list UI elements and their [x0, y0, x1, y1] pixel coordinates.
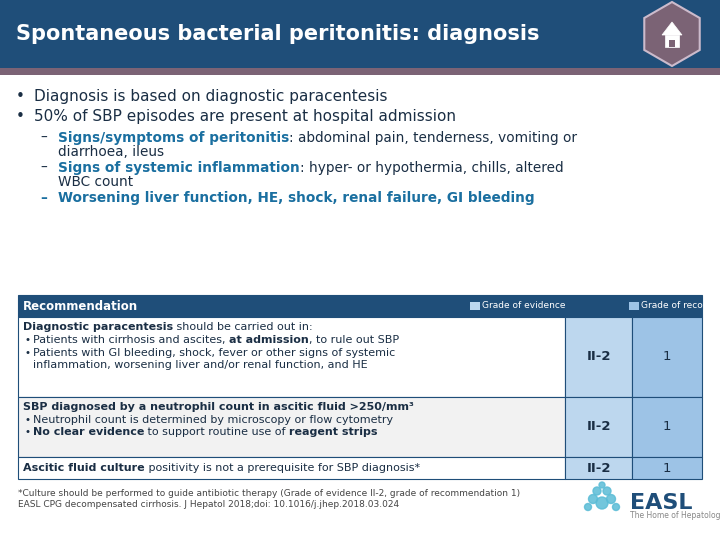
Text: •: •: [25, 415, 31, 425]
Text: •: •: [16, 109, 25, 124]
Circle shape: [603, 487, 611, 495]
Text: Spontaneous bacterial peritonitis: diagnosis: Spontaneous bacterial peritonitis: diagn…: [16, 24, 539, 44]
Text: Patients with GI bleeding, shock, fever or other signs of systemic: Patients with GI bleeding, shock, fever …: [33, 348, 395, 358]
Text: Grade of evidence: Grade of evidence: [482, 301, 565, 310]
Text: II-2: II-2: [586, 421, 611, 434]
Text: EASL: EASL: [630, 493, 693, 513]
Text: 1: 1: [662, 462, 671, 475]
Circle shape: [606, 495, 616, 503]
Text: •: •: [25, 348, 31, 358]
Text: Signs/symptoms of peritonitis: Signs/symptoms of peritonitis: [58, 131, 289, 145]
FancyBboxPatch shape: [629, 302, 639, 310]
Text: at admission: at admission: [229, 335, 309, 345]
Text: reagent strips: reagent strips: [289, 427, 378, 437]
FancyBboxPatch shape: [18, 457, 565, 479]
Text: –: –: [40, 131, 47, 145]
Text: II-2: II-2: [586, 462, 611, 475]
Text: , to rule out SBP: , to rule out SBP: [309, 335, 399, 345]
Text: •: •: [25, 335, 31, 345]
Text: *Culture should be performed to guide antibiotic therapy (Grade of evidence II-2: *Culture should be performed to guide an…: [18, 489, 520, 498]
Text: Patients with cirrhosis and ascites,: Patients with cirrhosis and ascites,: [33, 335, 229, 345]
Text: •: •: [16, 89, 25, 104]
Text: II-2: II-2: [586, 350, 611, 363]
FancyBboxPatch shape: [18, 295, 702, 317]
Text: to support routine use of: to support routine use of: [145, 427, 289, 437]
Circle shape: [599, 482, 605, 488]
FancyBboxPatch shape: [632, 457, 702, 479]
FancyBboxPatch shape: [632, 317, 702, 397]
Text: –: –: [40, 191, 47, 205]
Polygon shape: [644, 2, 700, 66]
Circle shape: [588, 495, 598, 503]
Text: 50% of SBP episodes are present at hospital admission: 50% of SBP episodes are present at hospi…: [34, 109, 456, 124]
FancyBboxPatch shape: [470, 302, 480, 310]
FancyBboxPatch shape: [18, 397, 565, 457]
Text: WBC count: WBC count: [58, 175, 133, 189]
Circle shape: [596, 497, 608, 509]
Text: SBP diagnosed by a neutrophil count in ascitic fluid >250/mm³: SBP diagnosed by a neutrophil count in a…: [23, 402, 414, 412]
Text: should be carried out in:: should be carried out in:: [173, 322, 312, 332]
Text: Grade of recommendation: Grade of recommendation: [641, 301, 720, 310]
Text: Worsening liver function, HE, shock, renal failure, GI bleeding: Worsening liver function, HE, shock, ren…: [58, 191, 535, 205]
FancyBboxPatch shape: [565, 457, 632, 479]
Text: Recommendation: Recommendation: [23, 300, 138, 313]
Circle shape: [585, 503, 592, 510]
FancyBboxPatch shape: [565, 397, 632, 457]
Text: 1: 1: [662, 350, 671, 363]
Polygon shape: [662, 22, 682, 35]
Text: No clear evidence: No clear evidence: [33, 427, 145, 437]
Text: The Home of Hepatology™: The Home of Hepatology™: [630, 511, 720, 520]
Text: : abdominal pain, tenderness, vomiting or: : abdominal pain, tenderness, vomiting o…: [289, 131, 577, 145]
Text: 1: 1: [662, 421, 671, 434]
FancyBboxPatch shape: [665, 35, 679, 47]
FancyBboxPatch shape: [0, 0, 720, 68]
Text: positivity is not a prerequisite for SBP diagnosis*: positivity is not a prerequisite for SBP…: [145, 463, 420, 473]
Text: Diagnosis is based on diagnostic paracentesis: Diagnosis is based on diagnostic paracen…: [34, 89, 387, 104]
Text: Signs of systemic inflammation: Signs of systemic inflammation: [58, 161, 300, 175]
FancyBboxPatch shape: [0, 68, 720, 75]
FancyBboxPatch shape: [669, 40, 675, 47]
Text: –: –: [40, 161, 47, 175]
FancyBboxPatch shape: [18, 317, 565, 397]
FancyBboxPatch shape: [565, 317, 632, 397]
Text: •: •: [25, 427, 31, 437]
Text: Neutrophil count is determined by microscopy or flow cytometry: Neutrophil count is determined by micros…: [33, 415, 393, 425]
Circle shape: [593, 487, 601, 495]
Text: Ascitic fluid culture: Ascitic fluid culture: [23, 463, 145, 473]
Text: EASL CPG decompensated cirrhosis. J Hepatol 2018;doi: 10.1016/j.jhep.2018.03.024: EASL CPG decompensated cirrhosis. J Hepa…: [18, 500, 399, 509]
Circle shape: [613, 503, 619, 510]
Text: diarrhoea, ileus: diarrhoea, ileus: [58, 145, 164, 159]
Text: inflammation, worsening liver and/or renal function, and HE: inflammation, worsening liver and/or ren…: [33, 360, 368, 370]
FancyBboxPatch shape: [632, 397, 702, 457]
Text: : hyper- or hypothermia, chills, altered: : hyper- or hypothermia, chills, altered: [300, 161, 563, 175]
Text: Diagnostic paracentesis: Diagnostic paracentesis: [23, 322, 173, 332]
